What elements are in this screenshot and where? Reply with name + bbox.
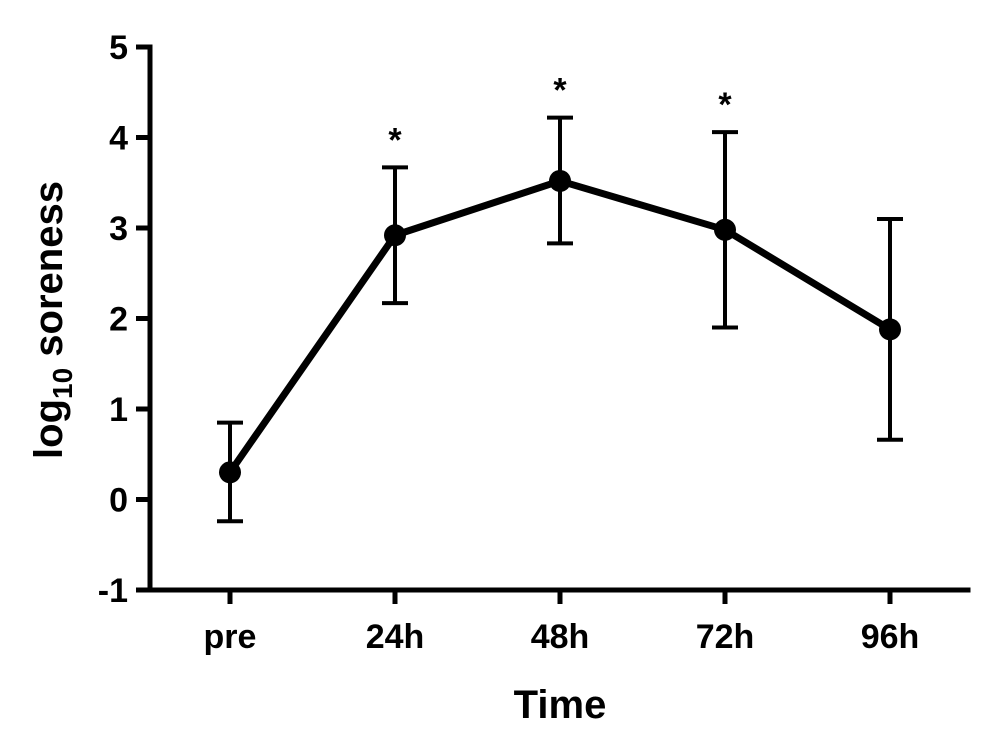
x-tick-label: 96h <box>861 618 920 656</box>
y-tick-label: 4 <box>109 120 128 158</box>
x-tick-label: pre <box>204 618 257 656</box>
data-point <box>714 218 736 241</box>
y-tick-label: 5 <box>109 29 128 67</box>
y-axis-title: log10 soreness <box>27 181 78 459</box>
significance-marker: * <box>388 121 402 159</box>
data-point <box>219 461 241 484</box>
y-tick-label: 0 <box>109 482 128 520</box>
plot-area: -1 0 1 2 3 4 5 pre 24h 48h 72h 96h * * * <box>98 29 971 656</box>
x-tick-label: 24h <box>366 618 425 656</box>
x-tick-label: 48h <box>531 618 590 656</box>
data-point <box>384 224 406 247</box>
y-tick-label: 3 <box>109 210 128 248</box>
y-axis-title-subscript: 10 <box>47 368 78 399</box>
significance-marker: * <box>718 86 732 124</box>
y-tick-label: 2 <box>109 301 128 339</box>
data-point <box>879 318 901 341</box>
y-tick-label: 1 <box>109 391 128 429</box>
significance-marker: * <box>553 72 567 110</box>
data-point <box>549 169 571 192</box>
x-tick-label: 72h <box>696 618 755 656</box>
y-axis-title-rest: soreness <box>27 181 71 368</box>
x-axis-title: Time <box>514 683 607 727</box>
y-tick-label: -1 <box>98 572 128 610</box>
y-axis-title-main: log <box>27 399 71 459</box>
